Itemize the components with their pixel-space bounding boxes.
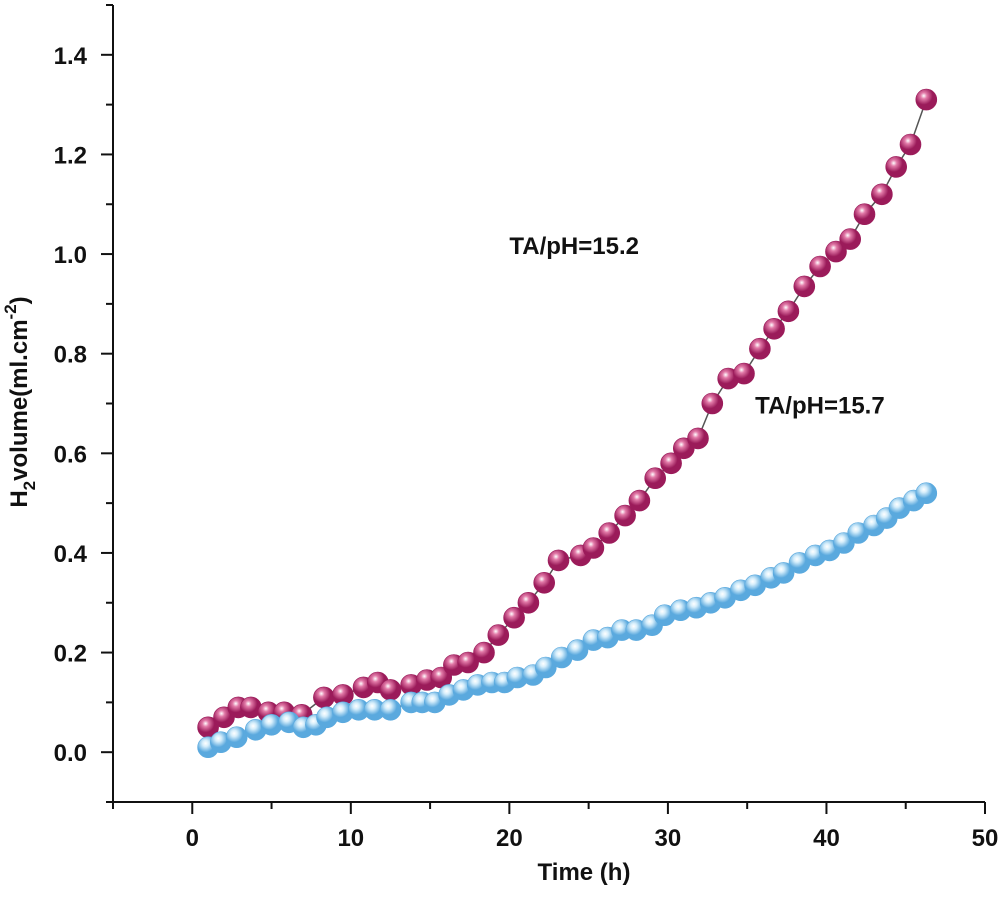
data-point bbox=[566, 639, 589, 661]
data-point bbox=[809, 255, 831, 278]
series-annotation: TA/pH=15.7 bbox=[755, 392, 885, 419]
data-point bbox=[839, 228, 862, 250]
data-point bbox=[687, 427, 709, 450]
series-1 bbox=[197, 88, 938, 739]
data-point bbox=[379, 679, 402, 701]
data-point bbox=[614, 504, 636, 527]
data-point bbox=[701, 392, 724, 415]
data-point bbox=[899, 133, 922, 156]
x-tick-label: 0 bbox=[186, 825, 199, 852]
data-point bbox=[853, 203, 876, 225]
data-point bbox=[777, 300, 800, 323]
data-point bbox=[379, 698, 402, 721]
y-tick-label: 0.4 bbox=[54, 541, 88, 568]
series-group bbox=[197, 88, 938, 759]
annotations: TA/pH=15.2 TA/pH=15.7 bbox=[509, 233, 884, 419]
axis-titles: Time (h) H2volume(ml.cm-2) bbox=[1, 296, 630, 886]
x-axis-title: Time (h) bbox=[538, 859, 631, 886]
data-point bbox=[457, 651, 479, 674]
data-point bbox=[313, 686, 335, 709]
data-point bbox=[598, 522, 621, 544]
data-point bbox=[915, 88, 938, 111]
data-point bbox=[503, 606, 525, 629]
series-line bbox=[207, 492, 927, 748]
x-tick-label: 30 bbox=[655, 825, 682, 852]
y-axis-title-suffix: ) bbox=[6, 296, 33, 304]
x-tick-label: 50 bbox=[972, 825, 999, 852]
data-point bbox=[582, 537, 605, 559]
y-tick-label: 1.4 bbox=[54, 43, 88, 70]
data-point bbox=[534, 656, 557, 679]
y-tick-label: 1.0 bbox=[54, 242, 87, 269]
data-point bbox=[772, 562, 795, 584]
y-axis-title: H2volume(ml.cm-2) bbox=[1, 296, 39, 507]
data-point bbox=[871, 183, 893, 206]
y-tick-label: 0.8 bbox=[54, 342, 87, 369]
data-point bbox=[628, 489, 651, 512]
data-point bbox=[763, 317, 785, 340]
data-point bbox=[225, 726, 248, 749]
data-point bbox=[749, 337, 771, 360]
x-tick-label: 20 bbox=[496, 825, 523, 852]
data-point bbox=[733, 362, 755, 385]
x-tick-label: 10 bbox=[337, 825, 364, 852]
data-point bbox=[547, 549, 570, 572]
y-tick-label: 0.2 bbox=[54, 641, 87, 668]
x-tick-label: 40 bbox=[813, 825, 840, 852]
data-point bbox=[487, 624, 510, 646]
y-tick-label: 0.0 bbox=[54, 740, 87, 767]
axes: 0 10 20 30 40 50 0.0 0.2 0.4 0.6 0.8 1.0 1.2 1.4 bbox=[54, 4, 999, 852]
y-axis-title-prefix: H bbox=[6, 490, 33, 507]
y-axis-title-middle: volume(ml.cm bbox=[6, 319, 33, 480]
y-axis-title-subscript: 2 bbox=[20, 481, 39, 490]
data-point bbox=[825, 240, 847, 263]
series-annotation: TA/pH=15.2 bbox=[509, 233, 639, 260]
y-tick-label: 0.6 bbox=[54, 441, 87, 468]
data-point bbox=[644, 467, 667, 490]
data-point bbox=[915, 482, 938, 505]
data-point bbox=[533, 571, 556, 594]
series-2 bbox=[197, 482, 938, 759]
y-axis-title-superscript: -2 bbox=[1, 304, 20, 319]
y-tick-label: 1.2 bbox=[54, 142, 87, 169]
data-point bbox=[660, 452, 682, 475]
data-point bbox=[885, 156, 908, 178]
data-point bbox=[473, 641, 495, 664]
data-point bbox=[517, 591, 540, 614]
data-point bbox=[793, 275, 816, 298]
